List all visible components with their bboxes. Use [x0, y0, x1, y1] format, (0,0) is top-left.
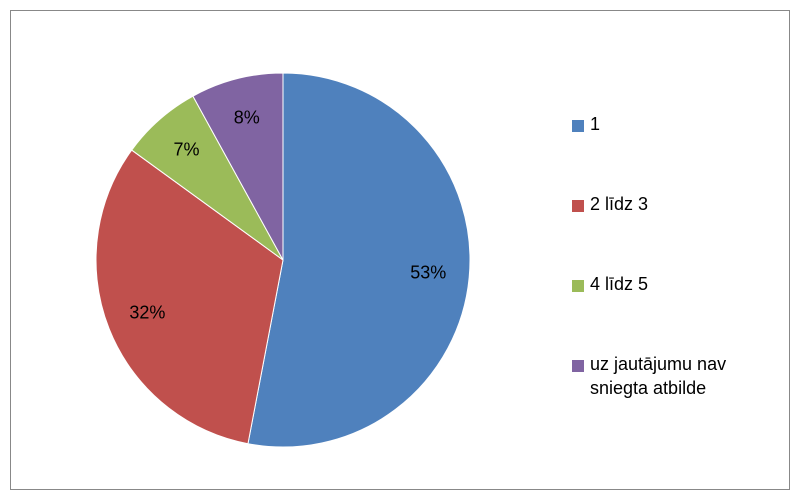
legend-label: 2 līdz 3	[590, 194, 649, 214]
legend-swatch	[572, 200, 584, 212]
legend: 1 2 līdz 3 4 līdz 5 uz jautājumu nav sniegt…	[570, 112, 770, 432]
legend-item: uz jautājumu nav sniegta atbilde	[570, 352, 770, 432]
pie-slice	[95, 149, 284, 445]
legend-swatch	[572, 360, 584, 372]
legend-label: uz jautājumu nav sniegta atbilde	[590, 354, 727, 398]
legend-swatch	[572, 120, 584, 132]
legend-item: 4 līdz 5	[570, 272, 770, 352]
data-label: 32%	[129, 302, 165, 322]
legend-swatch	[572, 280, 584, 292]
legend-label: 4 līdz 5	[590, 274, 649, 294]
data-label: 53%	[410, 262, 446, 282]
data-label: 8%	[234, 107, 260, 127]
pie-slice	[247, 72, 471, 448]
legend-item: 2 līdz 3	[570, 192, 770, 272]
legend-item: 1	[570, 112, 770, 192]
pie-slice	[192, 72, 284, 261]
data-label: 7%	[174, 139, 200, 159]
legend-label: 1	[590, 114, 601, 134]
